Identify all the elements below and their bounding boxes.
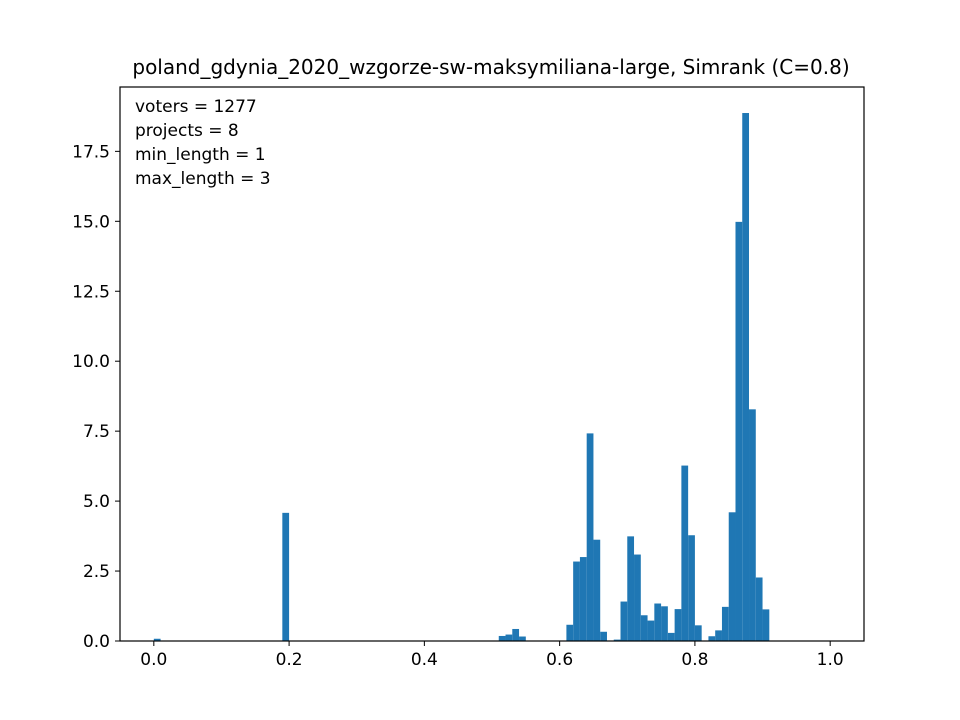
x-tick-label: 0.4 [411,650,438,670]
annotation-text: max_length = 3 [135,169,271,189]
histogram-bar [505,634,513,641]
histogram-bar [749,409,756,641]
y-tick-label: 2.5 [83,562,110,582]
histogram-bar [694,625,702,641]
histogram-bar [566,624,574,641]
x-tick-label: 0.0 [140,650,167,670]
y-tick-label: 5.0 [83,492,110,512]
histogram-bar [620,601,628,641]
y-tick-label: 0.0 [83,632,110,652]
y-tick-label: 12.5 [72,282,110,302]
chart-title: poland_gdynia_2020_wzgorze-sw-maksymilia… [132,55,849,79]
y-tick-label: 17.5 [72,142,110,162]
histogram-bar [640,615,648,641]
x-tick-label: 0.8 [681,650,708,670]
histogram-bar [735,221,743,642]
histogram-bar [762,609,770,641]
histogram-bar [593,539,601,641]
histogram-bar [681,465,689,641]
histogram-bar [721,606,729,641]
x-axis: 0.0 0.2 0.4 0.6 0.8 1.0 [140,641,844,670]
plot-frame [119,86,865,642]
histogram-bar [512,628,520,641]
histogram-bar [153,638,161,641]
histogram-bar [519,636,526,641]
annotation-box: voters = 1277 projects = 8 min_length = 1 m… [135,97,271,189]
histogram-bar [600,631,607,641]
histogram-bar [688,535,695,641]
histogram-bar [498,635,506,641]
y-axis: 0.0 2.5 5.0 7.5 10.0 12.5 15.0 17.5 [72,142,120,652]
y-tick-label: 15.0 [72,212,110,232]
histogram-bar [715,630,722,641]
annotation-text: voters = 1277 [135,97,257,117]
histogram-bar [661,606,668,641]
histogram-bar [613,639,621,641]
x-tick-label: 0.6 [546,650,573,670]
histogram-bar [627,536,635,641]
histogram-bar [674,609,682,641]
histogram-bar [579,557,587,641]
histogram-bar [573,561,580,641]
histogram-bar [282,512,290,641]
histogram-bar [708,636,716,641]
annotation-text: min_length = 1 [135,145,266,165]
y-tick-label: 7.5 [83,422,110,442]
histogram-bar [742,113,750,641]
annotation-text: projects = 8 [135,121,239,141]
histogram-bar [755,577,763,641]
histogram-bar [667,632,675,641]
histogram-bar [647,620,655,641]
x-tick-label: 1.0 [817,650,844,670]
histogram-bar [634,554,641,641]
histogram-bar [654,603,662,641]
x-tick-label: 0.2 [276,650,303,670]
y-tick-label: 10.0 [72,352,110,372]
histogram-bar [728,512,736,641]
histogram-bar [586,433,594,641]
bars-group [153,113,770,642]
